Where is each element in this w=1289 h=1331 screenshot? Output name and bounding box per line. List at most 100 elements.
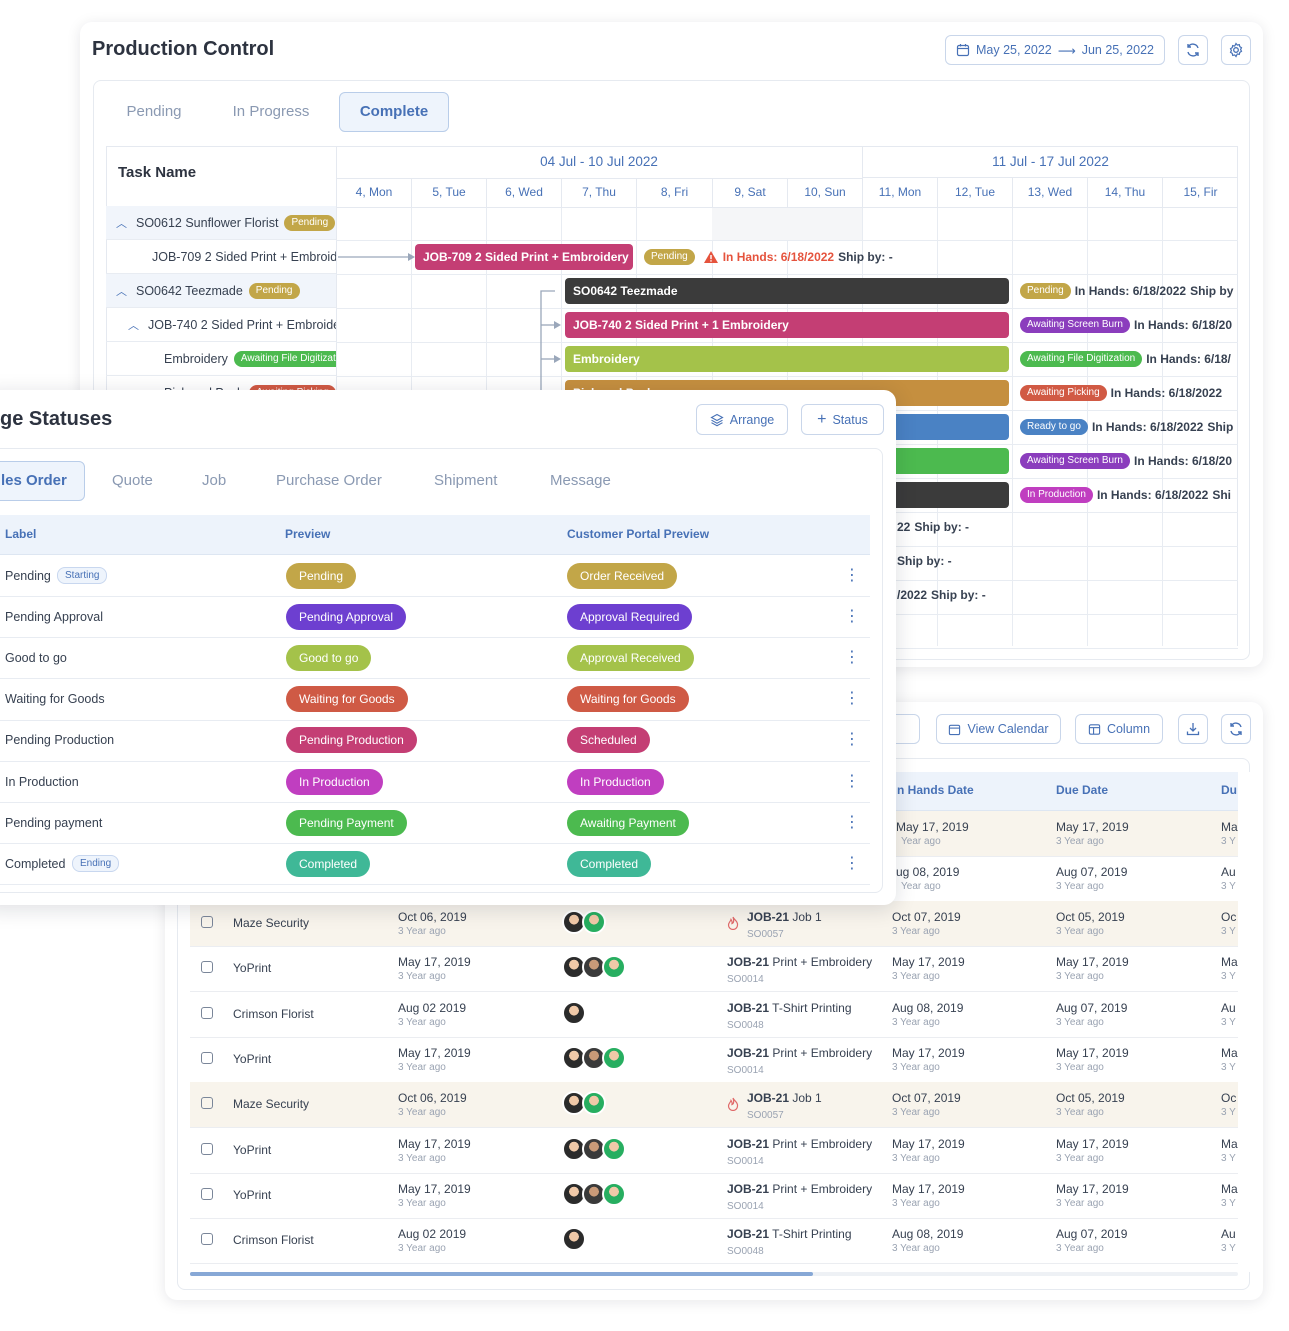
status-row[interactable]: Pending Production Pending Production Sche… — [0, 720, 870, 762]
job-link[interactable]: JOB-21 Print + Embroidery — [727, 1137, 872, 1151]
gantt-bar[interactable] — [885, 414, 1009, 440]
tab-purchase-order[interactable]: Purchase Order — [276, 472, 382, 489]
gantt-bar[interactable]: Embroidery — [565, 346, 1009, 372]
gantt-bar[interactable] — [885, 448, 1009, 474]
due-date: Oct 05, 2019 — [1056, 1091, 1125, 1106]
tab-shipment[interactable]: Shipment — [434, 472, 498, 489]
order-ago: 3 Year ago — [398, 926, 446, 937]
table-row[interactable]: YoPrint May 17, 2019 3 Year ago JOB-21 Prin… — [190, 1128, 1240, 1174]
column-button[interactable]: Column — [1075, 714, 1163, 744]
job-link[interactable]: JOB-21 T-Shirt Printing — [727, 1227, 852, 1241]
task-row[interactable]: ︿ SO0642 Teezmade Pending — [106, 274, 336, 308]
row-checkbox[interactable] — [201, 1142, 213, 1155]
tab-pending[interactable]: Pending — [126, 103, 182, 120]
col-more[interactable]: Du — [1221, 783, 1237, 797]
job-link[interactable]: JOB-21 Job 1 — [747, 910, 822, 924]
day-header: 7, Thu — [561, 178, 636, 208]
status-row[interactable]: Good to go Good to go Approval Received ⋮ — [0, 637, 870, 680]
status-label: Waiting for Goods — [5, 692, 105, 707]
gantt-bar[interactable]: SO0642 Teezmade — [565, 278, 1009, 304]
tab-job[interactable]: Job — [202, 472, 227, 489]
tab-quote[interactable]: Quote — [112, 472, 153, 489]
settings-button[interactable] — [1221, 35, 1251, 65]
tab-in-progress[interactable]: In Progress — [232, 103, 310, 120]
avatar — [562, 1227, 586, 1252]
status-row[interactable]: Waiting for Goods Waiting for Goods Waitin… — [0, 679, 870, 721]
task-row[interactable]: Embroidery Awaiting File Digitization — [106, 342, 336, 376]
job-link[interactable]: JOB-21 Print + Embroidery — [727, 1182, 872, 1196]
so-number: SO0057 — [747, 1110, 784, 1122]
arrange-button[interactable]: Arrange — [696, 404, 788, 435]
refresh-button[interactable] — [1221, 714, 1251, 744]
task-row[interactable]: ︿ JOB-740 2 Sided Print + Embroidery — [106, 308, 336, 342]
more-options-icon[interactable]: ⋮ — [844, 854, 860, 872]
scrollbar-thumb[interactable] — [190, 1272, 813, 1276]
row-checkbox[interactable] — [201, 1051, 213, 1064]
task-row[interactable]: JOB-709 2 Sided Print + Embroidery — [106, 240, 336, 274]
order-date: May 17, 2019 — [398, 1045, 471, 1060]
job-name: Print + Embroidery — [772, 1181, 873, 1196]
more-options-icon[interactable]: ⋮ — [844, 566, 860, 584]
download-button[interactable] — [1178, 714, 1208, 744]
collapse-icon[interactable]: ︿ — [116, 285, 127, 298]
gantt-bar[interactable] — [885, 482, 1009, 508]
col-in-hands-date[interactable]: n Hands Date — [897, 783, 974, 797]
table-row[interactable]: Maze Security Oct 06, 2019 3 Year ago JOB-2… — [190, 901, 1240, 947]
table-row[interactable]: YoPrint May 17, 2019 3 Year ago JOB-21 Prin… — [190, 1173, 1240, 1219]
layers-icon — [710, 413, 724, 426]
orders-search-stub[interactable] — [880, 714, 920, 744]
row-checkbox[interactable] — [201, 1233, 213, 1246]
more-options-icon[interactable]: ⋮ — [844, 690, 860, 708]
horizontal-scrollbar[interactable] — [190, 1272, 1238, 1276]
table-row[interactable]: YoPrint May 17, 2019 3 Year ago JOB-21 Prin… — [190, 1037, 1240, 1083]
table-row[interactable]: YoPrint May 17, 2019 3 Year ago JOB-21 Prin… — [190, 946, 1240, 993]
job-link[interactable]: JOB-21 Print + Embroidery — [727, 1046, 872, 1060]
gantt-bar[interactable]: JOB-740 2 Sided Print + 1 Embroidery — [565, 312, 1009, 338]
status-row[interactable]: In Production In Production In Production ⋮ — [0, 761, 870, 803]
table-row[interactable]: Crimson Florist Aug 02 2019 3 Year ago JOB-… — [190, 1218, 1240, 1265]
tab-complete[interactable]: Complete — [339, 92, 449, 132]
more-options-icon[interactable]: ⋮ — [844, 813, 860, 831]
more-options-icon[interactable]: ⋮ — [844, 731, 860, 749]
row-checkbox[interactable] — [201, 961, 213, 974]
portal-preview-pill: Order Received — [567, 562, 678, 589]
week-header-1: 04 Jul - 10 Jul 2022 — [336, 146, 862, 179]
tab-sales-order[interactable]: les Order — [0, 461, 85, 501]
more-options-icon[interactable]: ⋮ — [844, 607, 860, 625]
collapse-icon[interactable]: ︿ — [116, 217, 127, 230]
job-name: T-Shirt Printing — [772, 1000, 852, 1015]
row-checkbox[interactable] — [201, 1187, 213, 1200]
statuses-title: ge Statuses — [0, 408, 113, 430]
table-row[interactable]: Maze Security Oct 06, 2019 3 Year ago JOB-2… — [190, 1082, 1240, 1129]
status-row[interactable]: Completed Ending Completed Completed ⋮ — [0, 843, 870, 886]
view-calendar-button[interactable]: View Calendar — [936, 714, 1061, 744]
status-row[interactable]: Pending Approval Pending Approval Approval… — [0, 596, 870, 639]
job-link[interactable]: JOB-21 Job 1 — [747, 1091, 822, 1105]
add-status-button[interactable]: + Status — [801, 404, 884, 435]
tab-message[interactable]: Message — [550, 472, 611, 489]
job-link[interactable]: JOB-21 Print + Embroidery — [727, 955, 872, 969]
status-label: Pending Production — [5, 733, 115, 748]
bar-info: In Production In Hands: 6/18/2022 Shi — [1020, 487, 1231, 503]
status-row[interactable]: Pending payment Pending Payment Awaiting P… — [0, 802, 870, 845]
more-options-icon[interactable]: ⋮ — [844, 648, 860, 666]
in-hands-date: May 17, 2019 — [892, 955, 965, 970]
table-row[interactable]: ug 08, 2019 Year ago Aug 07, 2019 3 Year ag… — [890, 856, 1238, 903]
table-row[interactable]: May 17, 2019 Year ago May 17, 2019 3 Year a… — [890, 811, 1238, 857]
job-link[interactable]: JOB-21 T-Shirt Printing — [727, 1001, 852, 1015]
date-from: May 25, 2022 — [976, 43, 1052, 57]
status-badge: Awaiting File Digitization — [1020, 351, 1143, 367]
task-name-header: Task Name — [118, 164, 197, 181]
row-checkbox[interactable] — [201, 1097, 213, 1110]
collapse-icon[interactable]: ︿ — [128, 319, 139, 332]
table-row[interactable]: Crimson Florist Aug 02 2019 3 Year ago JOB-… — [190, 992, 1240, 1038]
row-checkbox[interactable] — [201, 1006, 213, 1019]
date-range-button[interactable]: May 25, 2022 ⟶ Jun 25, 2022 — [945, 35, 1165, 65]
status-row[interactable]: Pending Starting Pending Order Received ⋮ — [0, 555, 870, 597]
row-checkbox[interactable] — [201, 916, 213, 928]
col-due-date[interactable]: Due Date — [1056, 783, 1109, 797]
task-row[interactable]: ︿ SO0612 Sunflower Florist Pending — [106, 206, 336, 240]
refresh-button[interactable] — [1178, 35, 1208, 65]
gantt-bar[interactable]: JOB-709 2 Sided Print + Embroidery — [415, 244, 633, 270]
more-options-icon[interactable]: ⋮ — [844, 772, 860, 790]
